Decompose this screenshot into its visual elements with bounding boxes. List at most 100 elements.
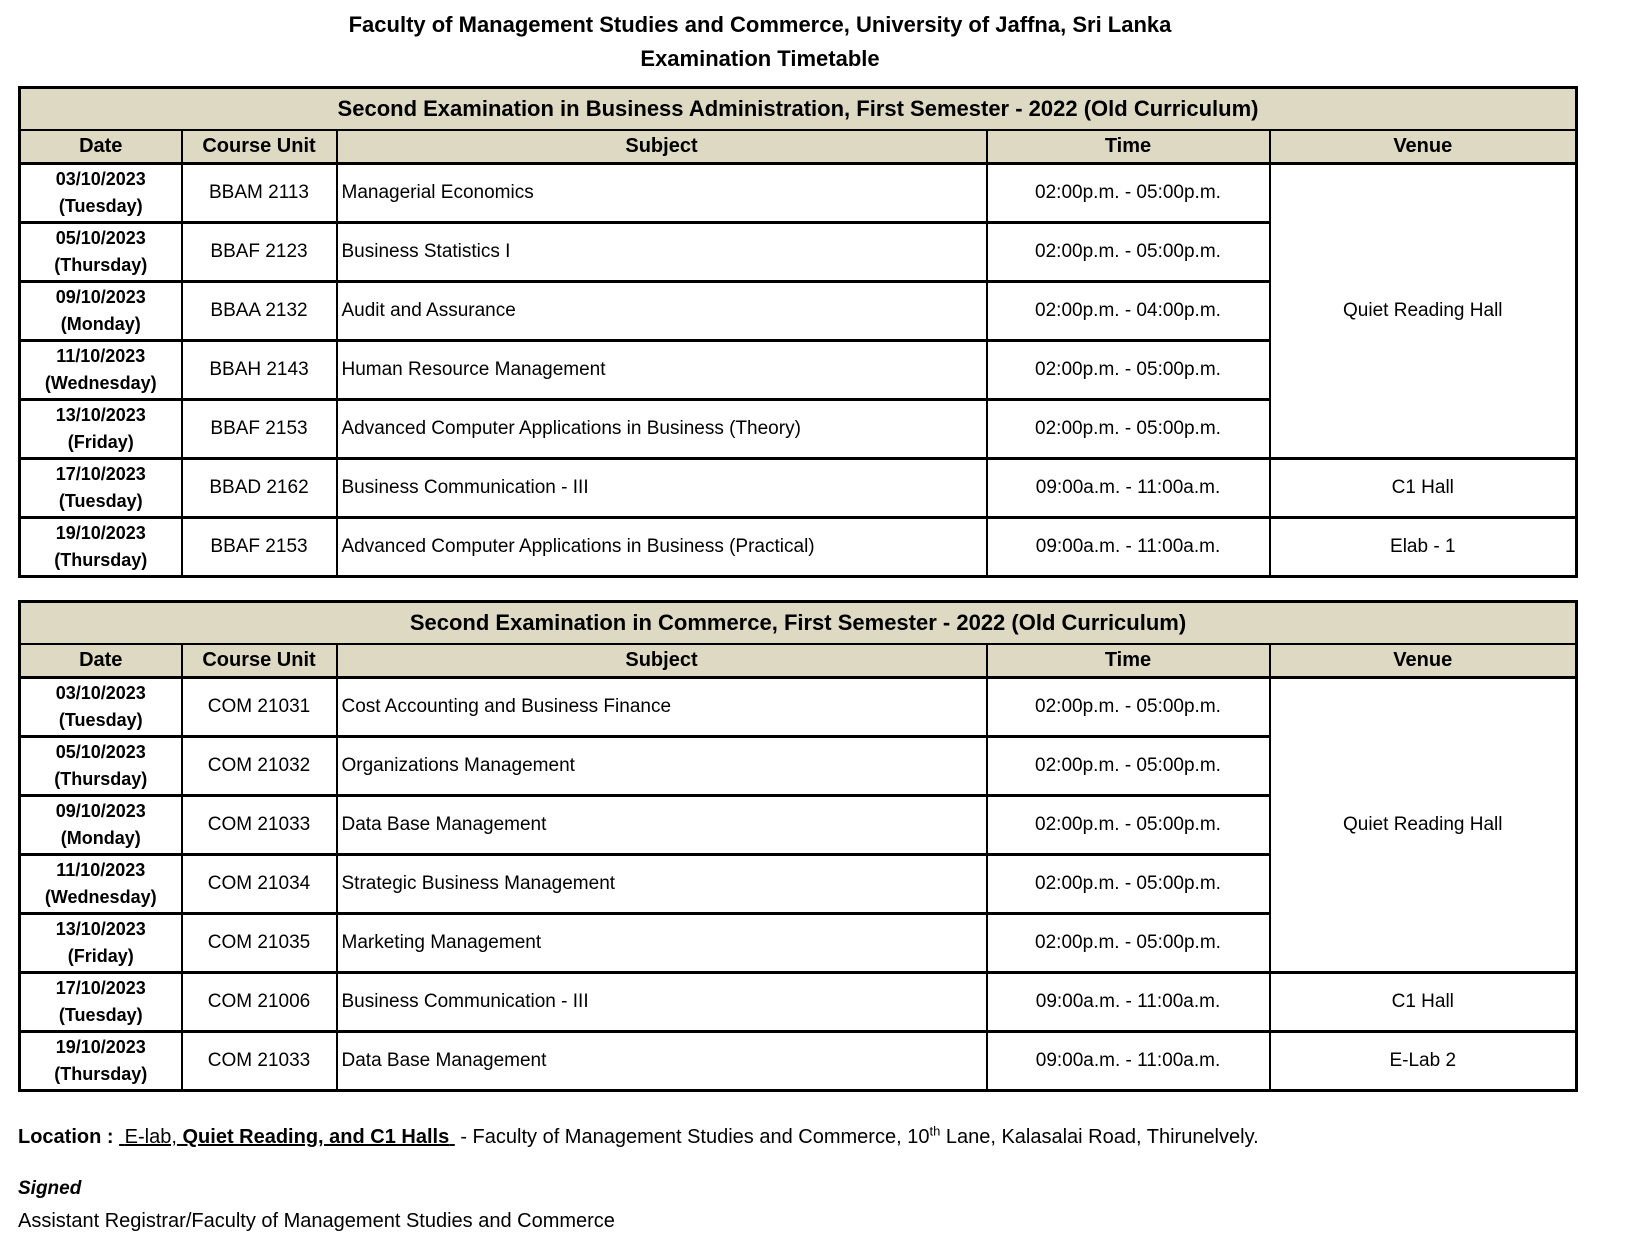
subject-cell: Audit and Assurance xyxy=(335,280,988,342)
timetable-commerce: Second Examination in Commerce, First Se… xyxy=(18,600,1579,1092)
exam-date: 05/10/2023 xyxy=(55,228,146,248)
exam-date: 09/10/2023 xyxy=(55,287,146,307)
faculty-title: Faculty of Management Studies and Commer… xyxy=(348,12,1172,37)
time-cell: 02:00p.m. - 05:00p.m. xyxy=(985,676,1271,738)
exam-date: 13/10/2023 xyxy=(55,919,146,939)
exam-date: 17/10/2023 xyxy=(55,978,146,998)
table-row: 19/10/2023 (Thursday) COM 21033 Data Bas… xyxy=(18,1030,1578,1092)
exam-day: (Tuesday) xyxy=(58,491,143,511)
exam-day: (Friday) xyxy=(67,432,134,452)
exam-date: 13/10/2023 xyxy=(55,405,146,425)
document-subtitle: Examination Timetable xyxy=(640,46,880,71)
subject-cell: Business Communication - III xyxy=(335,971,988,1033)
location-halls: E-lab, Quiet Reading, and C1 Halls xyxy=(119,1126,455,1148)
exam-day: (Thursday) xyxy=(54,769,148,789)
time-cell: 09:00a.m. - 11:00a.m. xyxy=(985,457,1271,519)
exam-day: (Thursday) xyxy=(54,255,148,275)
timetable-business-administration: Second Examination in Business Administr… xyxy=(18,86,1579,578)
column-header-subject: Subject xyxy=(335,642,988,679)
exam-date: 09/10/2023 xyxy=(55,801,146,821)
time-cell: 02:00p.m. - 05:00p.m. xyxy=(985,794,1271,856)
time-cell: 02:00p.m. - 05:00p.m. xyxy=(985,221,1271,283)
time-cell: 09:00a.m. - 11:00a.m. xyxy=(985,1030,1271,1092)
time-cell: 02:00p.m. - 05:00p.m. xyxy=(985,398,1271,460)
signed-label: Signed xyxy=(18,1178,82,1199)
subject-cell: Data Base Management xyxy=(335,1030,988,1092)
time-cell: 02:00p.m. - 05:00p.m. xyxy=(985,162,1271,224)
location-address: - Faculty of Management Studies and Comm… xyxy=(460,1126,930,1148)
table-title-row: Second Examination in Business Administr… xyxy=(18,86,1578,131)
column-header-time: Time xyxy=(985,642,1271,679)
date-cell: 13/10/2023 (Friday) xyxy=(18,912,183,974)
exam-date: 03/10/2023 xyxy=(55,683,146,703)
date-cell: 03/10/2023 (Tuesday) xyxy=(18,676,183,738)
subject-cell: Business Communication - III xyxy=(335,457,988,519)
subject-cell: Managerial Economics xyxy=(335,162,988,224)
column-header-course-unit: Course Unit xyxy=(180,642,338,679)
location-label: Location : xyxy=(18,1126,114,1148)
date-cell: 11/10/2023 (Wednesday) xyxy=(18,339,183,401)
table-title: Second Examination in Commerce, First Se… xyxy=(18,600,1578,645)
course-unit-cell: BBAF 2153 xyxy=(180,398,338,460)
exam-day: (Monday) xyxy=(60,828,141,848)
exam-date: 17/10/2023 xyxy=(55,464,146,484)
course-unit-cell: COM 21006 xyxy=(180,971,338,1033)
venue-cell: C1 Hall xyxy=(1268,971,1578,1033)
course-unit-cell: BBAD 2162 xyxy=(180,457,338,519)
location-halls-bold: Quiet Reading, and C1 Halls xyxy=(182,1126,450,1148)
course-unit-cell: COM 21034 xyxy=(180,853,338,915)
location-halls-regular: E-lab, xyxy=(124,1126,177,1148)
course-unit-cell: COM 21033 xyxy=(180,794,338,856)
time-cell: 02:00p.m. - 05:00p.m. xyxy=(985,853,1271,915)
subject-cell: Marketing Management xyxy=(335,912,988,974)
table-row: 03/10/2023 (Tuesday) BBAM 2113 Manageria… xyxy=(18,162,1578,460)
exam-date: 05/10/2023 xyxy=(55,742,146,762)
date-cell: 19/10/2023 (Thursday) xyxy=(18,1030,183,1092)
table-title-row: Second Examination in Commerce, First Se… xyxy=(18,600,1578,645)
subject-cell: Cost Accounting and Business Finance xyxy=(335,676,988,738)
course-unit-cell: BBAA 2132 xyxy=(180,280,338,342)
date-cell: 03/10/2023 (Tuesday) xyxy=(18,162,183,224)
venue-cell: Elab - 1 xyxy=(1268,516,1578,578)
column-header-date: Date xyxy=(18,128,183,165)
registrar-line: Assistant Registrar/Faculty of Managemen… xyxy=(18,1210,615,1232)
exam-day: (Thursday) xyxy=(54,550,148,570)
subject-cell: Data Base Management xyxy=(335,794,988,856)
column-header-venue: Venue xyxy=(1268,642,1578,679)
exam-day: (Tuesday) xyxy=(58,1005,143,1025)
date-cell: 19/10/2023 (Thursday) xyxy=(18,516,183,578)
document-header: Faculty of Management Studies and Commer… xyxy=(0,8,1520,76)
venue-cell-merged: Quiet Reading Hall xyxy=(1268,162,1578,460)
table-header-row: Date Course Unit Subject Time Venue xyxy=(18,128,1578,165)
exam-day: (Monday) xyxy=(60,314,141,334)
subject-cell: Organizations Management xyxy=(335,735,988,797)
column-header-venue: Venue xyxy=(1268,128,1578,165)
table-row: 05/10/2023 (Thursday) BBAF 2123 Business… xyxy=(18,221,1577,283)
time-cell: 02:00p.m. - 05:00p.m. xyxy=(985,339,1271,401)
subject-cell: Strategic Business Management xyxy=(335,853,988,915)
date-cell: 09/10/2023 (Monday) xyxy=(18,280,183,342)
course-unit-cell: COM 21032 xyxy=(180,735,338,797)
exam-day: (Tuesday) xyxy=(58,196,143,216)
date-cell: 11/10/2023 (Wednesday) xyxy=(18,853,183,915)
course-unit-cell: BBAF 2123 xyxy=(180,221,338,283)
subject-cell: Advanced Computer Applications in Busine… xyxy=(335,398,988,460)
date-cell: 13/10/2023 (Friday) xyxy=(18,398,183,460)
table-row: 11/10/2023 (Wednesday) BBAH 2143 Human R… xyxy=(18,339,1577,401)
table-row: 13/10/2023 (Friday) COM 21035 Marketing … xyxy=(18,912,1577,974)
subject-cell: Advanced Computer Applications in Busine… xyxy=(335,516,988,578)
exam-date: 19/10/2023 xyxy=(55,1037,146,1057)
location-address-rest: Lane, Kalasalai Road, Thirunelvely. xyxy=(945,1126,1259,1148)
column-header-date: Date xyxy=(18,642,183,679)
exam-day: (Wednesday) xyxy=(44,373,157,393)
table-row: 09/10/2023 (Monday) BBAA 2132 Audit and … xyxy=(18,280,1577,342)
date-cell: 05/10/2023 (Thursday) xyxy=(18,735,183,797)
course-unit-cell: BBAM 2113 xyxy=(180,162,338,224)
table-row: 11/10/2023 (Wednesday) COM 21034 Strateg… xyxy=(18,853,1577,915)
table-row: 13/10/2023 (Friday) BBAF 2153 Advanced C… xyxy=(18,398,1577,460)
time-cell: 09:00a.m. - 11:00a.m. xyxy=(985,971,1271,1033)
location-line: Location : E-lab, Quiet Reading, and C1 … xyxy=(18,1124,1652,1150)
table-row: 17/10/2023 (Tuesday) BBAD 2162 Business … xyxy=(18,457,1578,519)
venue-cell: C1 Hall xyxy=(1268,457,1578,519)
